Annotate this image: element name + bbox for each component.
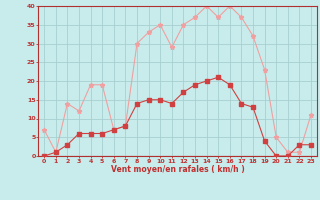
X-axis label: Vent moyen/en rafales ( km/h ): Vent moyen/en rafales ( km/h ) [111,165,244,174]
